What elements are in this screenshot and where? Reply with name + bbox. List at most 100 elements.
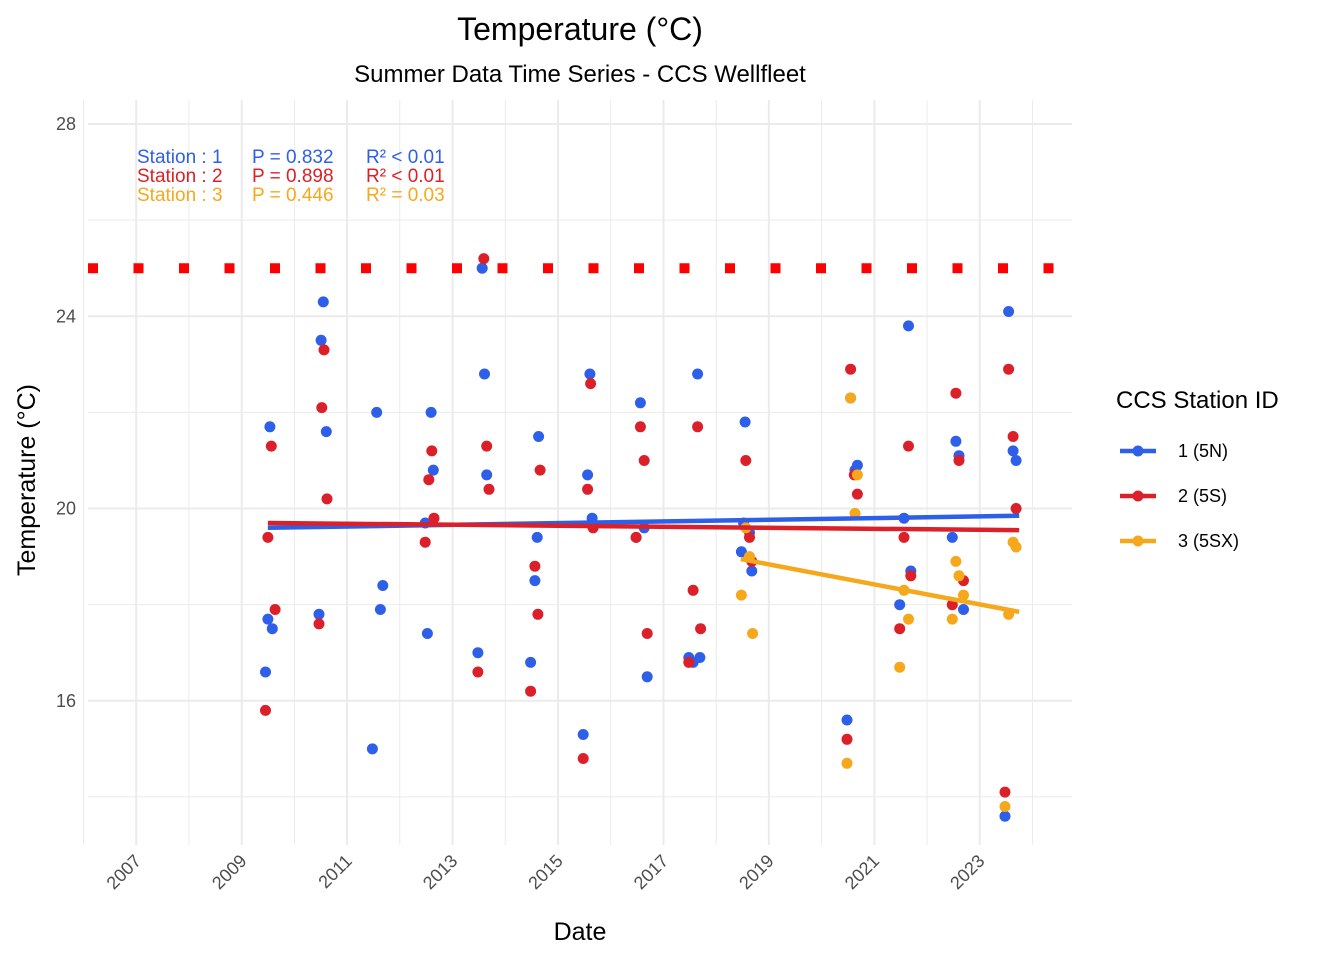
data-point-station-2 xyxy=(695,623,707,635)
x-tick-label: 2007 xyxy=(103,851,145,893)
data-point-station-1 xyxy=(694,652,706,663)
data-point-station-1 xyxy=(735,546,747,558)
data-point-station-2 xyxy=(898,531,910,543)
data-point-station-2 xyxy=(894,623,906,635)
data-point-station-2 xyxy=(321,493,333,505)
data-point-station-2 xyxy=(841,733,853,745)
legend-key-point xyxy=(1132,445,1144,457)
x-tick-label: 2015 xyxy=(524,851,566,893)
stat-station-2: Station : 2 xyxy=(137,166,223,187)
data-point-station-2 xyxy=(638,455,650,466)
data-point-station-2 xyxy=(950,387,962,399)
data-point-station-1 xyxy=(529,575,541,587)
data-point-station-1 xyxy=(584,368,596,380)
data-point-station-2 xyxy=(419,536,431,548)
stat-p-value-2: P = 0.898 xyxy=(252,166,334,187)
data-point-station-2 xyxy=(269,604,281,615)
data-point-station-2 xyxy=(692,421,704,433)
data-point-station-1 xyxy=(958,604,969,615)
data-point-station-2 xyxy=(481,440,493,452)
data-point-station-1 xyxy=(525,656,537,668)
legend: CCS Station ID 1 (5N) 2 (5S) 3 (5SX) xyxy=(1116,387,1279,551)
data-point-station-3 xyxy=(841,757,853,769)
data-point-station-3 xyxy=(903,613,914,625)
stat-r-squared-2: R² < 0.01 xyxy=(366,166,445,187)
data-point-station-1 xyxy=(641,671,653,683)
data-point-station-1 xyxy=(421,628,433,639)
x-tick-label: 2019 xyxy=(735,851,777,893)
data-point-station-1 xyxy=(1010,455,1022,466)
data-point-station-1 xyxy=(366,743,378,755)
data-point-station-3 xyxy=(735,589,747,601)
data-point-station-2 xyxy=(534,464,546,476)
data-point-station-2 xyxy=(483,483,495,495)
y-tick-label: 16 xyxy=(56,691,76,711)
data-point-station-1 xyxy=(425,406,437,418)
legend-title: CCS Station ID xyxy=(1116,387,1279,414)
data-point-station-1 xyxy=(634,397,646,409)
data-point-station-2 xyxy=(428,512,440,524)
data-point-station-1 xyxy=(315,334,327,346)
data-point-station-2 xyxy=(262,531,274,543)
data-point-station-1 xyxy=(377,580,389,591)
data-point-station-2 xyxy=(577,753,589,764)
y-tick-label: 24 xyxy=(56,306,76,326)
data-point-station-1 xyxy=(1003,306,1015,317)
data-point-station-2 xyxy=(478,253,490,265)
data-point-station-2 xyxy=(744,531,755,543)
data-point-station-2 xyxy=(634,421,646,433)
legend-label: 1 (5N) xyxy=(1178,441,1228,461)
data-point-station-1 xyxy=(1007,445,1019,457)
data-point-station-2 xyxy=(423,474,435,486)
y-axis-title: Temperature (°C) xyxy=(13,384,41,576)
data-point-station-3 xyxy=(953,570,965,582)
x-tick-label: 2013 xyxy=(419,851,461,893)
data-point-station-3 xyxy=(950,555,962,567)
data-point-station-2 xyxy=(265,440,277,452)
data-point-station-2 xyxy=(313,618,325,630)
data-point-station-3 xyxy=(958,589,969,601)
y-tick-label: 20 xyxy=(56,499,76,519)
data-point-station-3 xyxy=(894,661,906,673)
data-point-station-2 xyxy=(851,488,863,500)
data-point-station-2 xyxy=(1007,431,1019,442)
data-point-station-2 xyxy=(845,363,857,375)
legend-label: 3 (5SX) xyxy=(1178,531,1239,551)
data-point-station-2 xyxy=(1003,363,1015,375)
data-point-station-1 xyxy=(746,565,758,577)
data-point-station-1 xyxy=(427,464,439,476)
data-point-station-1 xyxy=(481,469,493,481)
data-point-station-2 xyxy=(532,608,544,620)
data-point-station-1 xyxy=(946,531,958,543)
data-point-station-1 xyxy=(264,421,276,433)
data-point-station-2 xyxy=(472,666,484,678)
data-point-station-2 xyxy=(529,560,541,572)
y-axis-ticks: 16 20 24 28 xyxy=(56,114,76,711)
stat-p-value-1: P = 0.832 xyxy=(252,147,334,168)
data-point-station-2 xyxy=(260,704,271,716)
data-point-station-2 xyxy=(1010,503,1022,514)
x-tick-label: 2023 xyxy=(946,851,988,893)
trend-line-station-2 xyxy=(267,520,1020,533)
data-point-station-1 xyxy=(472,647,484,659)
y-tick-label: 28 xyxy=(56,114,76,134)
data-point-station-1 xyxy=(999,810,1011,822)
chart-title: Temperature (°C) xyxy=(457,11,703,47)
data-point-station-2 xyxy=(630,531,642,543)
x-tick-label: 2009 xyxy=(208,851,250,893)
data-point-station-2 xyxy=(740,455,752,466)
data-point-station-1 xyxy=(476,262,488,274)
x-tick-label: 2011 xyxy=(314,851,356,893)
chart-subtitle: Summer Data Time Series - CCS Wellfleet xyxy=(354,61,806,88)
data-point-station-3 xyxy=(1010,541,1022,553)
data-point-station-1 xyxy=(371,406,383,418)
data-point-station-2 xyxy=(905,570,917,582)
grid xyxy=(83,100,1072,845)
data-point-station-1 xyxy=(262,613,274,625)
data-point-station-3 xyxy=(946,613,958,625)
data-point-station-1 xyxy=(950,435,962,447)
data-point-station-1 xyxy=(841,714,853,726)
data-point-station-1 xyxy=(894,599,906,611)
data-point-station-2 xyxy=(903,440,914,452)
